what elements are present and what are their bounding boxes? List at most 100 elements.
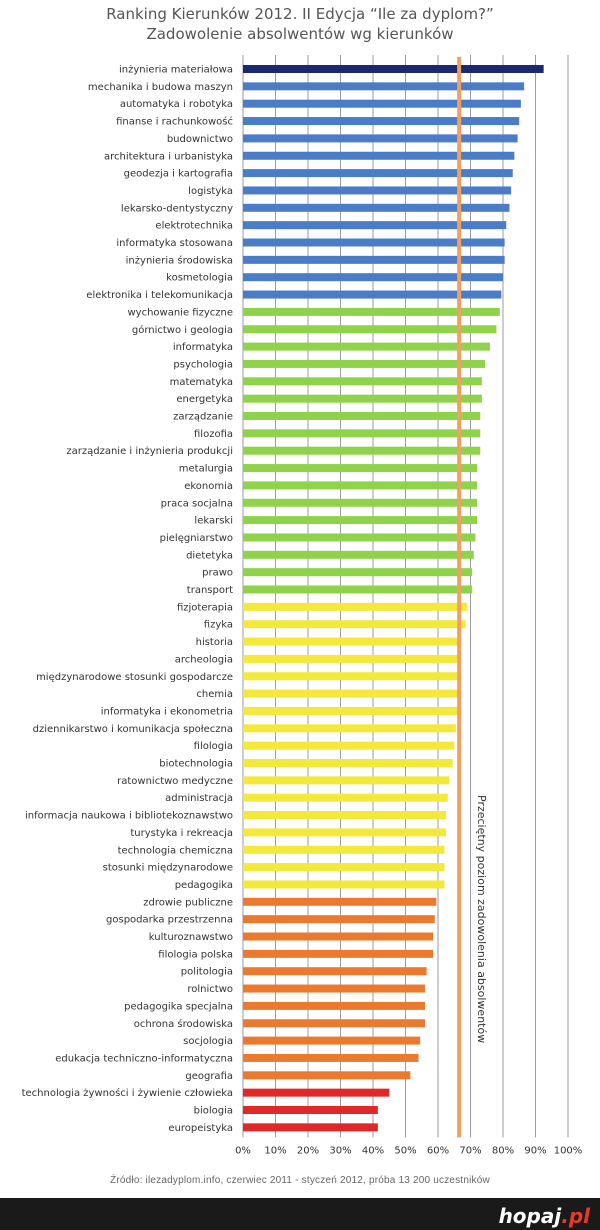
bar (243, 203, 510, 212)
bar (243, 1036, 421, 1045)
bar (243, 255, 505, 264)
chart-title: Ranking Kierunków 2012. II Edycja “Ile z… (106, 5, 494, 23)
category-label: górnictwo i geologia (132, 324, 233, 336)
bar (243, 325, 497, 334)
category-label: administracja (165, 793, 233, 804)
bar (243, 117, 520, 126)
bar (243, 984, 425, 993)
x-tick-label: 0% (235, 1145, 251, 1156)
bar (243, 828, 447, 837)
bar (243, 550, 474, 559)
bar (243, 186, 512, 195)
category-label: technologia chemiczna (118, 845, 233, 856)
x-tick-label: 10% (264, 1145, 286, 1156)
category-label: matematyka (170, 377, 233, 388)
bar (243, 342, 490, 351)
category-label: budownictwo (167, 134, 233, 145)
bar (243, 793, 448, 802)
category-label: zdrowie publiczne (143, 897, 233, 908)
logo-main: hopaj (498, 1204, 562, 1228)
category-label: fizyka (204, 620, 233, 631)
category-label: finanse i rachunkowość (116, 116, 233, 128)
category-label: rolnictwo (187, 984, 233, 995)
category-label: psychologia (173, 359, 233, 370)
bar (243, 412, 481, 420)
category-label: transport (187, 585, 233, 596)
bar (243, 967, 427, 976)
bar (243, 568, 473, 577)
category-label: zarządzanie i inżynieria produkcji (66, 446, 233, 457)
category-label: praca socjalna (161, 498, 233, 509)
category-label: ochrona środowiska (134, 1018, 233, 1030)
category-label: pedagogika specjalna (124, 1001, 233, 1012)
bar (243, 82, 525, 91)
bar-chart: inżynieria materiałowa mechanika i budowa… (22, 55, 583, 1156)
category-label: architektura i urbanistyka (104, 151, 233, 162)
category-label: międzynarodowe stosunki gospodarcze (36, 672, 233, 683)
x-tick-label: 70% (459, 1145, 481, 1156)
bar (243, 706, 458, 715)
bar (243, 845, 445, 854)
bar (243, 602, 468, 611)
logo-suffix: .pl (561, 1204, 590, 1228)
category-label: filologia (194, 741, 233, 752)
bar (243, 1071, 411, 1080)
category-label: inżynieria środowiska (126, 254, 233, 266)
category-label: geografia (185, 1071, 233, 1082)
bar (243, 221, 507, 230)
category-label: dietetyka (186, 550, 233, 561)
bar (243, 498, 477, 507)
bar (243, 446, 481, 455)
bar (243, 724, 456, 733)
chart-subtitle: Zadowolenie absolwentów wg kierunków (146, 25, 454, 43)
chart-title-block: Ranking Kierunków 2012. II Edycja “Ile z… (0, 4, 600, 44)
x-tick-label: 80% (492, 1145, 514, 1156)
category-label: logistyka (188, 186, 233, 197)
bar (243, 863, 445, 872)
x-tick-label: 40% (362, 1145, 384, 1156)
category-label: filozofia (194, 429, 233, 440)
site-footer: hopaj.pl (0, 1198, 600, 1230)
category-label: biotechnologia (159, 759, 233, 770)
bar (243, 949, 434, 958)
x-tick-label: 100% (554, 1145, 583, 1156)
category-label: historia (196, 637, 233, 648)
bar (243, 759, 453, 767)
category-label: turystyka i rekreacja (130, 828, 233, 839)
site-logo[interactable]: hopaj.pl (499, 1204, 590, 1228)
bar (243, 637, 461, 646)
category-label: informacja naukowa i bibliotekoznawstwo (25, 811, 233, 822)
category-label: elektronika i telekomunikacja (86, 290, 233, 301)
category-label: pielęgniarstwo (160, 533, 233, 544)
bar (243, 620, 466, 629)
category-label: lekarsko-dentystyczny (121, 203, 233, 214)
bar (243, 273, 503, 282)
category-label: archeologia (175, 654, 233, 665)
category-label: edukacja techniczno-informatyczna (55, 1053, 233, 1064)
category-label: dziennikarstwo i komunikacja społeczna (33, 724, 233, 735)
bar (243, 481, 477, 490)
category-label: fizjoterapia (177, 602, 233, 613)
category-label: filologia polska (158, 949, 233, 960)
category-label: technologia żywności i żywienie człowiek… (22, 1087, 233, 1099)
x-tick-label: 30% (329, 1145, 351, 1156)
bar (243, 776, 450, 785)
category-label: informatyka i ekonometria (101, 706, 233, 717)
category-label: prawo (202, 568, 233, 579)
bar (243, 134, 518, 143)
bar (243, 1001, 425, 1010)
bar (243, 897, 437, 906)
bar (243, 394, 482, 403)
bar (243, 169, 513, 178)
bar (243, 1019, 425, 1028)
bar (243, 741, 455, 750)
category-label: ekonomia (184, 481, 233, 492)
bar (243, 99, 521, 108)
bar (243, 429, 481, 438)
x-tick-label: 20% (297, 1145, 319, 1156)
bar (243, 238, 505, 247)
bar (243, 533, 476, 542)
category-label: socjologia (183, 1036, 233, 1047)
category-label: lekarski (194, 516, 233, 527)
category-label: chemia (196, 689, 233, 700)
